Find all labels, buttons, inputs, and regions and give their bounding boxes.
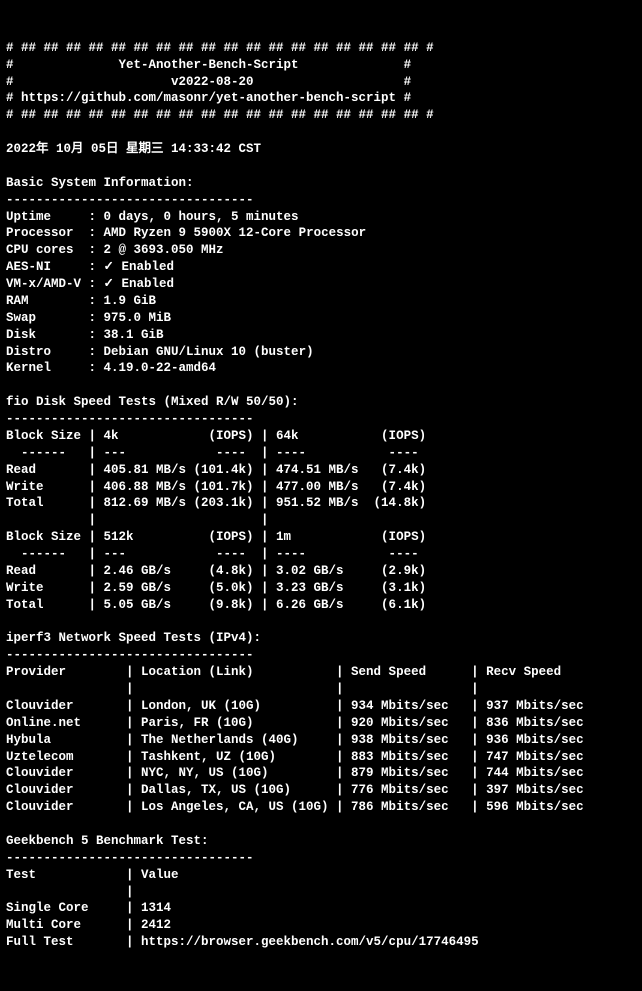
separator: --------------------------------- bbox=[6, 648, 254, 662]
iperf-row: Clouvider | NYC, NY, US (10G) | 879 Mbit… bbox=[6, 766, 599, 780]
iperf-row: Hybula | The Netherlands (40G) | 938 Mbi… bbox=[6, 733, 599, 747]
sysinfo-cores-label: CPU cores : bbox=[6, 243, 96, 257]
geekbench-multi-core: Multi Core | 2412 bbox=[6, 918, 606, 932]
sysinfo-distro-label: Distro : bbox=[6, 345, 96, 359]
fio-header: Block Size | 512k (IOPS) | 1m (IOPS) bbox=[6, 530, 426, 544]
sysinfo-kernel: 4.19.0-22-amd64 bbox=[104, 361, 217, 375]
fio-header-sep: ------ | --- ---- | ---- ---- bbox=[6, 446, 426, 460]
header-title: # Yet-Another-Bench-Script # bbox=[6, 58, 411, 72]
sysinfo-ram: 1.9 GiB bbox=[104, 294, 157, 308]
iperf-row: Clouvider | Dallas, TX, US (10G) | 776 M… bbox=[6, 783, 599, 797]
fio-row-write: Write | 406.88 MB/s (101.7k) | 477.00 MB… bbox=[6, 480, 426, 494]
sysinfo-aesni-label: AES-NI : bbox=[6, 260, 96, 274]
fio-header: Block Size | 4k (IOPS) | 64k (IOPS) bbox=[6, 429, 426, 443]
iperf-row: Online.net | Paris, FR (10G) | 920 Mbits… bbox=[6, 716, 599, 730]
sysinfo-disk: 38.1 GiB bbox=[104, 328, 164, 342]
sysinfo-cores: 2 @ 3693.050 MHz bbox=[104, 243, 224, 257]
fio-row-write: Write | 2.59 GB/s (5.0k) | 3.23 GB/s (3.… bbox=[6, 581, 426, 595]
iperf-row: Uztelecom | Tashkent, UZ (10G) | 883 Mbi… bbox=[6, 750, 599, 764]
sysinfo-title: Basic System Information: bbox=[6, 176, 194, 190]
iperf-row: Clouvider | Los Angeles, CA, US (10G) | … bbox=[6, 800, 599, 814]
sysinfo-processor-label: Processor : bbox=[6, 226, 96, 240]
header-version: # v2022-08-20 # bbox=[6, 75, 411, 89]
fio-row-total: Total | 812.69 MB/s (203.1k) | 951.52 MB… bbox=[6, 496, 426, 510]
separator: --------------------------------- bbox=[6, 851, 254, 865]
iperf-header: Provider | Location (Link) | Send Speed … bbox=[6, 665, 599, 679]
sysinfo-vmx: ✓ Enabled bbox=[104, 277, 174, 291]
fio-row-total: Total | 5.05 GB/s (9.8k) | 6.26 GB/s (6.… bbox=[6, 598, 426, 612]
geekbench-title: Geekbench 5 Benchmark Test: bbox=[6, 834, 209, 848]
separator: --------------------------------- bbox=[6, 412, 254, 426]
fio-row-read: Read | 405.81 MB/s (101.4k) | 474.51 MB/… bbox=[6, 463, 426, 477]
sysinfo-vmx-label: VM-x/AMD-V : bbox=[6, 277, 96, 291]
sysinfo-uptime: 0 days, 0 hours, 5 minutes bbox=[104, 210, 299, 224]
sysinfo-processor: AMD Ryzen 9 5900X 12-Core Processor bbox=[104, 226, 367, 240]
iperf-title: iperf3 Network Speed Tests (IPv4): bbox=[6, 631, 261, 645]
fio-blank: | | bbox=[6, 513, 426, 527]
separator: --------------------------------- bbox=[6, 193, 254, 207]
header-url: # https://github.com/masonr/yet-another-… bbox=[6, 91, 411, 105]
sysinfo-swap: 975.0 MiB bbox=[104, 311, 172, 325]
geekbench-single-core: Single Core | 1314 bbox=[6, 901, 606, 915]
header-border: # ## ## ## ## ## ## ## ## ## ## ## ## ##… bbox=[6, 41, 434, 55]
sysinfo-uptime-label: Uptime : bbox=[6, 210, 96, 224]
fio-row-read: Read | 2.46 GB/s (4.8k) | 3.02 GB/s (2.9… bbox=[6, 564, 426, 578]
header-border: # ## ## ## ## ## ## ## ## ## ## ## ## ##… bbox=[6, 108, 434, 122]
sysinfo-swap-label: Swap : bbox=[6, 311, 96, 325]
sysinfo-disk-label: Disk : bbox=[6, 328, 96, 342]
geekbench-header-sep: | bbox=[6, 885, 606, 899]
sysinfo-distro: Debian GNU/Linux 10 (buster) bbox=[104, 345, 314, 359]
timestamp: 2022年 10月 05日 星期三 14:33:42 CST bbox=[6, 142, 261, 156]
geekbench-header: Test | Value bbox=[6, 868, 606, 882]
sysinfo-kernel-label: Kernel : bbox=[6, 361, 96, 375]
sysinfo-aesni: ✓ Enabled bbox=[104, 260, 174, 274]
fio-header-sep: ------ | --- ---- | ---- ---- bbox=[6, 547, 426, 561]
fio-title: fio Disk Speed Tests (Mixed R/W 50/50): bbox=[6, 395, 299, 409]
iperf-row: Clouvider | London, UK (10G) | 934 Mbits… bbox=[6, 699, 599, 713]
sysinfo-ram-label: RAM : bbox=[6, 294, 96, 308]
geekbench-full-test: Full Test | https://browser.geekbench.co… bbox=[6, 935, 479, 949]
iperf-header-sep: | | | bbox=[6, 682, 599, 696]
